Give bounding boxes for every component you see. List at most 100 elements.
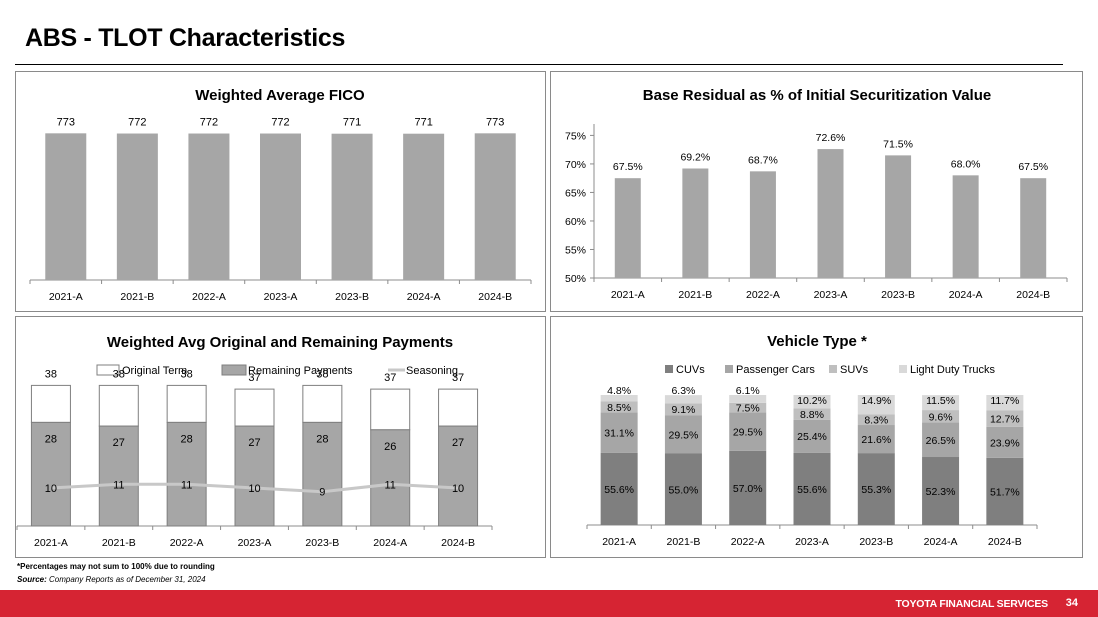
- residual-data-label: 72.6%: [816, 132, 846, 144]
- fico-bar: [116, 133, 158, 280]
- legend-swatch-passenger-cars: [725, 365, 733, 373]
- source-note: Source: Company Reports as of December 3…: [17, 575, 206, 584]
- fico-bar: [45, 133, 87, 280]
- chart-title: Base Residual as % of Initial Securitiza…: [643, 87, 991, 104]
- chart-title: Weighted Avg Original and Remaining Paym…: [107, 334, 453, 351]
- fico-chart-panel: Weighted Average FICO 2021-A 2021-B 2022-A 2…: [15, 71, 546, 312]
- remaining-payments-label: 26: [384, 441, 396, 453]
- vehicle-segment-cuvs: [922, 457, 960, 525]
- x-tick-label: 2024-B: [478, 291, 512, 303]
- vehicle-segment-light-duty-trucks: [600, 395, 638, 402]
- vehicle-data-label-cuvs: 55.3%: [861, 484, 891, 496]
- original-term-bar: [98, 384, 139, 427]
- vehicle-segment-cuvs: [600, 452, 638, 525]
- vehicle-segment-light-duty-trucks: [664, 395, 702, 404]
- vehicle-segment-cuvs: [857, 453, 895, 525]
- vehicle-data-label-suvs: 8.5%: [607, 402, 631, 414]
- original-term-label: 38: [316, 368, 328, 380]
- fico-bar: [331, 133, 373, 280]
- seasoning-label: 11: [181, 479, 192, 491]
- chart-title: Vehicle Type *: [767, 333, 867, 350]
- fico-data-label: 772: [200, 117, 218, 129]
- seasoning-label: 9: [319, 487, 325, 499]
- fico-bar: [403, 133, 445, 280]
- x-tick-label: 2021-A: [602, 536, 636, 548]
- original-term-label: 37: [384, 372, 396, 384]
- vehicle-data-label-suvs: 8.3%: [864, 415, 888, 427]
- remaining-payments-label: 28: [181, 433, 193, 445]
- legend-label: Remaining Payments: [248, 365, 353, 377]
- y-tick-label: 50%: [565, 273, 586, 285]
- x-tick-label: 2024-B: [1016, 289, 1050, 301]
- x-tick-label: 2024-A: [373, 537, 407, 549]
- footer-brand: TOYOTA FINANCIAL SERVICES: [895, 598, 1048, 610]
- vehicle-data-label-cuvs: 55.6%: [797, 484, 827, 496]
- payments-chart-panel: Weighted Avg Original and Remaining Paym…: [15, 316, 546, 558]
- y-tick-label: 70%: [565, 159, 586, 171]
- residual-data-label: 68.0%: [951, 158, 981, 170]
- remaining-payments-label: 27: [113, 437, 125, 449]
- vehicle-data-label-suvs: 9.1%: [671, 404, 695, 416]
- payments-chart: Weighted Avg Original and Remaining Paym…: [16, 334, 493, 549]
- remaining-payments-label: 27: [452, 437, 464, 449]
- residual-data-label: 68.7%: [748, 154, 778, 166]
- legend-label: Passenger Cars: [736, 364, 815, 376]
- y-tick-label: 55%: [565, 244, 586, 256]
- remaining-payments-bar: [438, 425, 479, 527]
- original-term-label: 38: [45, 368, 57, 380]
- original-term-bar: [234, 388, 275, 427]
- legend-swatch-suvs: [829, 365, 837, 373]
- vehicle-segment-passenger-cars: [600, 412, 638, 453]
- fico-data-label: 772: [271, 117, 289, 129]
- fico-data-label: 773: [486, 116, 504, 128]
- residual-bar: [614, 178, 641, 278]
- residual-data-label: 69.2%: [680, 151, 710, 163]
- vehicle-data-label-light-duty-trucks: 6.3%: [671, 385, 695, 397]
- residual-bar: [749, 171, 776, 278]
- vehicle-data-label-cuvs: 55.6%: [604, 484, 634, 496]
- residual-data-label: 67.5%: [613, 161, 643, 173]
- vehicle-data-label-cuvs: 55.0%: [669, 484, 699, 496]
- original-term-label: 37: [248, 372, 260, 384]
- vehicle-segment-suvs: [986, 410, 1024, 427]
- vehicle-segment-passenger-cars: [922, 422, 960, 458]
- seasoning-label: 11: [113, 479, 124, 491]
- residual-bar: [682, 168, 709, 278]
- vehicle-chart: Vehicle Type * CUVs Passenger Cars SUVs Ligh…: [586, 333, 1038, 548]
- remaining-payments-label: 28: [45, 433, 57, 445]
- fico-bar: [260, 133, 301, 280]
- legend-label: CUVs: [676, 364, 705, 376]
- x-tick-label: 2021-B: [678, 289, 712, 301]
- vehicle-segment-suvs: [793, 408, 831, 420]
- x-tick-label: 2023-A: [814, 289, 848, 301]
- seasoning-label: 10: [452, 483, 464, 495]
- legend-label: Light Duty Trucks: [910, 364, 995, 376]
- residual-bar: [885, 155, 912, 278]
- vehicle-segment-suvs: [922, 410, 960, 423]
- x-tick-label: 2024-A: [924, 536, 958, 548]
- vehicle-segment-light-duty-trucks: [857, 395, 895, 415]
- residual-data-label: 67.5%: [1018, 161, 1048, 173]
- legend-label: SUVs: [840, 364, 869, 376]
- vehicle-segment-cuvs: [986, 457, 1024, 525]
- vehicle-chart-panel: Vehicle Type * CUVs Passenger Cars SUVs Ligh…: [550, 316, 1083, 558]
- vehicle-data-label-passenger-cars: 23.9%: [990, 437, 1020, 449]
- original-term-label: 38: [113, 368, 125, 380]
- fico-data-label: 771: [414, 117, 432, 129]
- vehicle-segment-suvs: [857, 414, 895, 426]
- x-tick-label: 2022-A: [731, 536, 765, 548]
- legend-label: Original Term: [122, 365, 187, 377]
- vehicle-segment-cuvs: [793, 452, 831, 525]
- vehicle-data-label-passenger-cars: 25.4%: [797, 431, 827, 443]
- x-tick-label: 2024-B: [988, 536, 1022, 548]
- vehicle-data-label-passenger-cars: 29.5%: [669, 429, 699, 441]
- vehicle-data-label-passenger-cars: 31.1%: [604, 428, 634, 440]
- fico-data-label: 772: [128, 117, 146, 129]
- legend-swatch-cuvs: [665, 365, 673, 373]
- vehicle-segment-light-duty-trucks: [986, 395, 1024, 411]
- rounding-footnote: *Percentages may not sum to 100% due to …: [17, 562, 215, 571]
- fico-data-label: 773: [57, 116, 75, 128]
- residual-data-label: 71.5%: [883, 138, 913, 150]
- residual-chart: Base Residual as % of Initial Securitiza…: [565, 87, 1068, 301]
- original-term-bar: [370, 388, 411, 431]
